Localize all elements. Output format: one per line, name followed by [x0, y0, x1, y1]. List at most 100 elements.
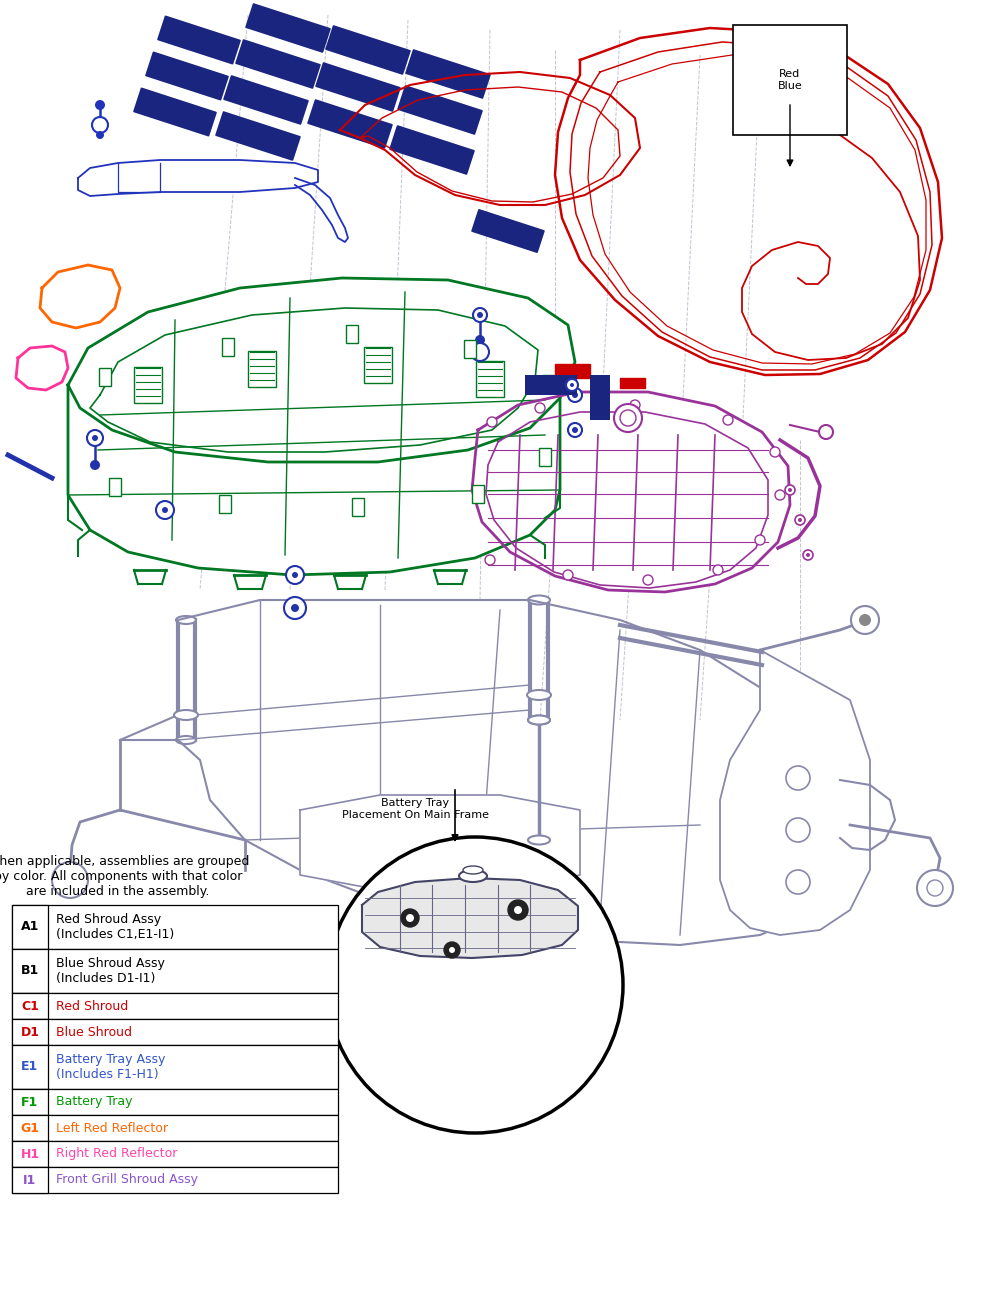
- Ellipse shape: [463, 867, 483, 874]
- Circle shape: [92, 118, 108, 133]
- Circle shape: [90, 460, 100, 471]
- Text: F1: F1: [21, 1095, 39, 1108]
- Bar: [346, 325, 358, 342]
- Bar: [472, 485, 484, 503]
- Polygon shape: [68, 386, 560, 575]
- Bar: [12, 1089, 338, 1115]
- FancyBboxPatch shape: [157, 16, 241, 64]
- Circle shape: [535, 403, 545, 413]
- Text: B1: B1: [21, 965, 39, 978]
- Bar: [539, 448, 551, 467]
- Circle shape: [927, 880, 943, 897]
- Ellipse shape: [528, 835, 550, 844]
- Circle shape: [775, 490, 785, 501]
- FancyBboxPatch shape: [235, 39, 321, 89]
- Circle shape: [96, 131, 104, 139]
- Circle shape: [570, 383, 574, 387]
- Circle shape: [292, 572, 298, 578]
- Circle shape: [795, 515, 805, 525]
- Bar: [12, 1089, 48, 1115]
- Text: Front Grill Shroud Assy: Front Grill Shroud Assy: [56, 1174, 198, 1187]
- FancyBboxPatch shape: [389, 125, 475, 175]
- Bar: [12, 904, 48, 949]
- Bar: [12, 1141, 48, 1167]
- Text: When applicable, assemblies are grouped
by color. All components with that color: When applicable, assemblies are grouped …: [0, 855, 249, 898]
- Circle shape: [643, 575, 653, 586]
- Circle shape: [568, 423, 582, 437]
- Bar: [525, 375, 577, 395]
- FancyBboxPatch shape: [245, 3, 331, 52]
- Circle shape: [568, 388, 582, 403]
- Polygon shape: [78, 159, 318, 196]
- Circle shape: [572, 392, 578, 399]
- Polygon shape: [720, 650, 870, 935]
- Circle shape: [162, 507, 168, 514]
- Circle shape: [406, 914, 414, 921]
- Bar: [364, 346, 392, 383]
- Bar: [542, 375, 554, 393]
- Circle shape: [788, 488, 792, 491]
- Circle shape: [770, 447, 780, 457]
- FancyBboxPatch shape: [145, 51, 229, 101]
- Bar: [590, 375, 610, 420]
- FancyBboxPatch shape: [471, 209, 545, 254]
- Ellipse shape: [528, 715, 550, 724]
- Bar: [219, 495, 231, 514]
- Text: Left Red Reflector: Left Red Reflector: [56, 1121, 168, 1134]
- Ellipse shape: [176, 616, 196, 623]
- Text: G1: G1: [20, 1121, 40, 1134]
- Text: Battery Tray
Placement On Main Frame: Battery Tray Placement On Main Frame: [342, 799, 488, 819]
- Circle shape: [485, 555, 495, 565]
- Circle shape: [477, 312, 483, 318]
- Circle shape: [620, 410, 636, 426]
- Circle shape: [563, 570, 573, 580]
- Circle shape: [514, 906, 522, 914]
- Bar: [620, 378, 645, 388]
- Text: A1: A1: [21, 920, 39, 933]
- Bar: [12, 1167, 48, 1193]
- FancyBboxPatch shape: [315, 63, 401, 112]
- FancyBboxPatch shape: [397, 85, 483, 135]
- FancyBboxPatch shape: [325, 25, 411, 74]
- Bar: [134, 367, 162, 403]
- Circle shape: [508, 901, 528, 920]
- Circle shape: [798, 518, 802, 521]
- FancyBboxPatch shape: [215, 111, 301, 161]
- Bar: [476, 361, 504, 397]
- Circle shape: [755, 535, 765, 545]
- Ellipse shape: [528, 715, 550, 724]
- Bar: [248, 352, 276, 387]
- Bar: [12, 1141, 338, 1167]
- Bar: [12, 1019, 48, 1046]
- Bar: [12, 949, 338, 993]
- Circle shape: [487, 417, 497, 427]
- Bar: [12, 1019, 338, 1046]
- Polygon shape: [300, 795, 580, 890]
- Bar: [12, 993, 48, 1019]
- Text: C1: C1: [21, 1000, 39, 1013]
- Circle shape: [284, 597, 306, 620]
- Bar: [12, 1115, 338, 1141]
- Circle shape: [95, 101, 105, 110]
- Bar: [12, 993, 338, 1019]
- Bar: [12, 1046, 48, 1089]
- Bar: [352, 498, 364, 516]
- Circle shape: [471, 342, 489, 361]
- Circle shape: [444, 942, 460, 958]
- Text: Blue Shroud Assy
(Includes D1-I1): Blue Shroud Assy (Includes D1-I1): [56, 957, 165, 985]
- Text: I1: I1: [23, 1174, 37, 1187]
- Text: D1: D1: [20, 1026, 40, 1039]
- Text: Battery Tray Assy
(Includes F1-H1): Battery Tray Assy (Includes F1-H1): [56, 1053, 165, 1081]
- Circle shape: [614, 404, 642, 433]
- Polygon shape: [362, 878, 578, 958]
- FancyBboxPatch shape: [405, 50, 491, 99]
- Circle shape: [286, 566, 304, 584]
- Bar: [109, 478, 121, 495]
- Bar: [12, 1115, 48, 1141]
- Circle shape: [291, 604, 299, 612]
- Polygon shape: [472, 392, 790, 592]
- Ellipse shape: [174, 710, 198, 720]
- Circle shape: [566, 379, 578, 391]
- Circle shape: [723, 416, 733, 425]
- Text: Right Red Reflector: Right Red Reflector: [56, 1148, 177, 1161]
